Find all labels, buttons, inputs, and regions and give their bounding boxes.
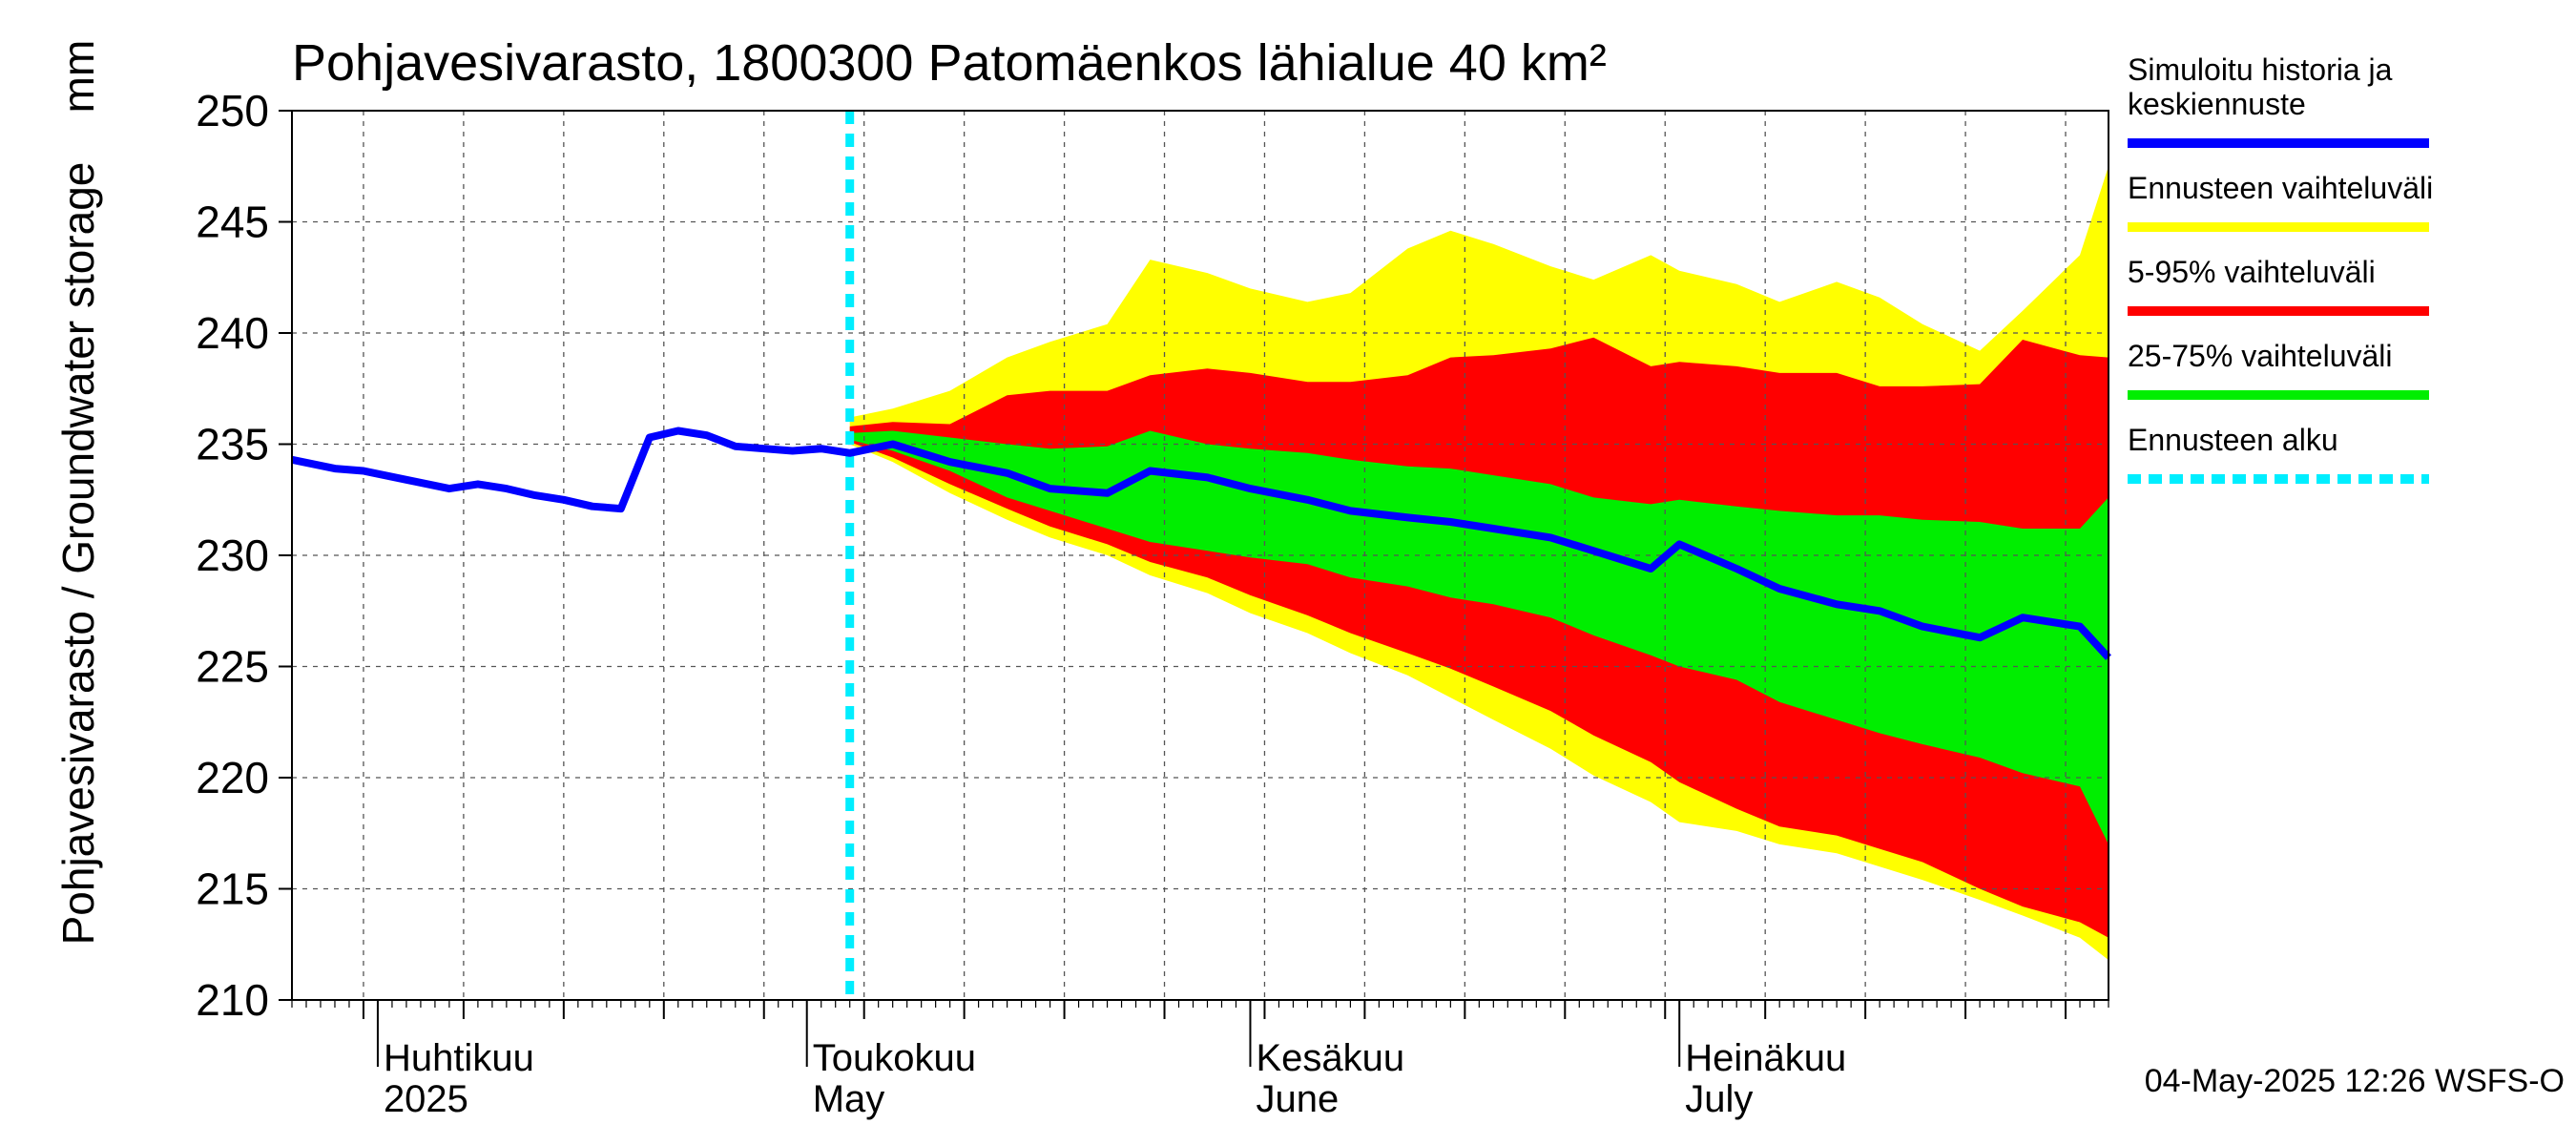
- y-tick-label: 235: [196, 420, 269, 469]
- legend-label: keskiennuste: [2128, 87, 2306, 121]
- y-tick-label: 210: [196, 975, 269, 1025]
- x-month-label-fi: Heinäkuu: [1685, 1037, 1846, 1079]
- legend-label: Ennusteen vaihteluväli: [2128, 171, 2433, 205]
- x-month-label-fi: Huhtikuu: [384, 1037, 534, 1079]
- x-month-label-en: May: [813, 1078, 885, 1120]
- x-month-label-en: June: [1256, 1078, 1339, 1120]
- x-month-label-fi: Kesäkuu: [1256, 1037, 1404, 1079]
- legend-label: 25-75% vaihteluväli: [2128, 339, 2393, 373]
- y-tick-label: 220: [196, 753, 269, 802]
- x-month-label-fi: Toukokuu: [813, 1037, 976, 1079]
- median-line: [291, 427, 2111, 660]
- legend-label: Ennusteen alku: [2128, 423, 2338, 457]
- y-axis-label: Pohjavesivarasto / Groundwater storage: [53, 162, 103, 946]
- chart-lines: [291, 111, 2111, 1000]
- legend-label: 5-95% vaihteluväli: [2128, 255, 2376, 289]
- y-axis-unit: mm: [53, 40, 103, 114]
- y-axis-ticks: 210 215 220 225 230 235 240 245 250: [196, 86, 292, 1025]
- y-tick-label: 245: [196, 198, 269, 247]
- timestamp-label: 04-May-2025 12:26 WSFS-O: [2145, 1063, 2565, 1099]
- legend-label: Simuloitu historia ja: [2128, 52, 2393, 87]
- x-month-label-en: 2025: [384, 1078, 468, 1120]
- chart-grid: [292, 111, 2109, 1000]
- y-tick-label: 225: [196, 642, 269, 692]
- y-tick-label: 250: [196, 86, 269, 135]
- y-tick-label: 230: [196, 531, 269, 580]
- y-tick-label: 240: [196, 308, 269, 358]
- y-tick-label: 215: [196, 864, 269, 914]
- x-month-label-en: July: [1685, 1078, 1753, 1120]
- chart-title: Pohjavesivarasto, 1800300 Patomäenkos lä…: [292, 34, 1607, 92]
